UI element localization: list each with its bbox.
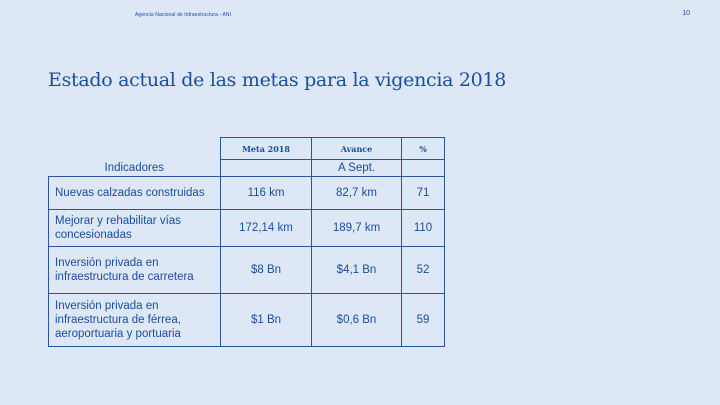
organization-header: Agencia Nacional de Infraestructura - AN… xyxy=(135,12,232,18)
row-pct: 110 xyxy=(401,209,445,247)
header-blank-cell xyxy=(49,138,221,160)
row-avance: 82,7 km xyxy=(311,176,402,210)
row-indicador: Mejorar y rehabilitar vías concesionadas xyxy=(48,209,221,247)
table-row: Inversión privada en infraestructura de … xyxy=(48,293,445,347)
page-number: 10 xyxy=(682,10,690,17)
metas-table: Meta 2018 Avance % Indicadores A Sept. N… xyxy=(48,137,445,347)
table-subheader-row: Indicadores A Sept. xyxy=(48,159,445,177)
header-avance: Avance xyxy=(311,137,402,160)
table-row: Nuevas calzadas construidas 116 km 82,7 … xyxy=(48,176,445,210)
header-meta: Meta 2018 xyxy=(220,137,312,160)
header-indicadores: Indicadores xyxy=(48,159,221,177)
row-meta: 172,14 km xyxy=(220,209,312,247)
row-meta: 116 km xyxy=(220,176,312,210)
row-avance: $0,6 Bn xyxy=(311,293,402,347)
page-title: Estado actual de las metas para la vigen… xyxy=(48,68,507,91)
row-indicador: Inversión privada en infraestructura de … xyxy=(48,293,221,347)
row-pct: 71 xyxy=(401,176,445,210)
subheader-avance: A Sept. xyxy=(311,159,402,177)
row-avance: $4,1 Bn xyxy=(311,246,402,294)
row-indicador: Inversión privada en infraestructura de … xyxy=(48,246,221,294)
table-header-row: Meta 2018 Avance % xyxy=(49,137,445,160)
subheader-meta-empty xyxy=(220,159,312,177)
header-pct: % xyxy=(401,137,445,160)
row-avance: 189,7 km xyxy=(311,209,402,247)
row-pct: 59 xyxy=(401,293,445,347)
subheader-pct-empty xyxy=(401,159,445,177)
table-row: Inversión privada en infraestructura de … xyxy=(48,246,445,294)
table-row: Mejorar y rehabilitar vías concesionadas… xyxy=(48,209,445,247)
row-pct: 52 xyxy=(401,246,445,294)
row-indicador: Nuevas calzadas construidas xyxy=(48,176,221,210)
row-meta: $1 Bn xyxy=(220,293,312,347)
row-meta: $8 Bn xyxy=(220,246,312,294)
